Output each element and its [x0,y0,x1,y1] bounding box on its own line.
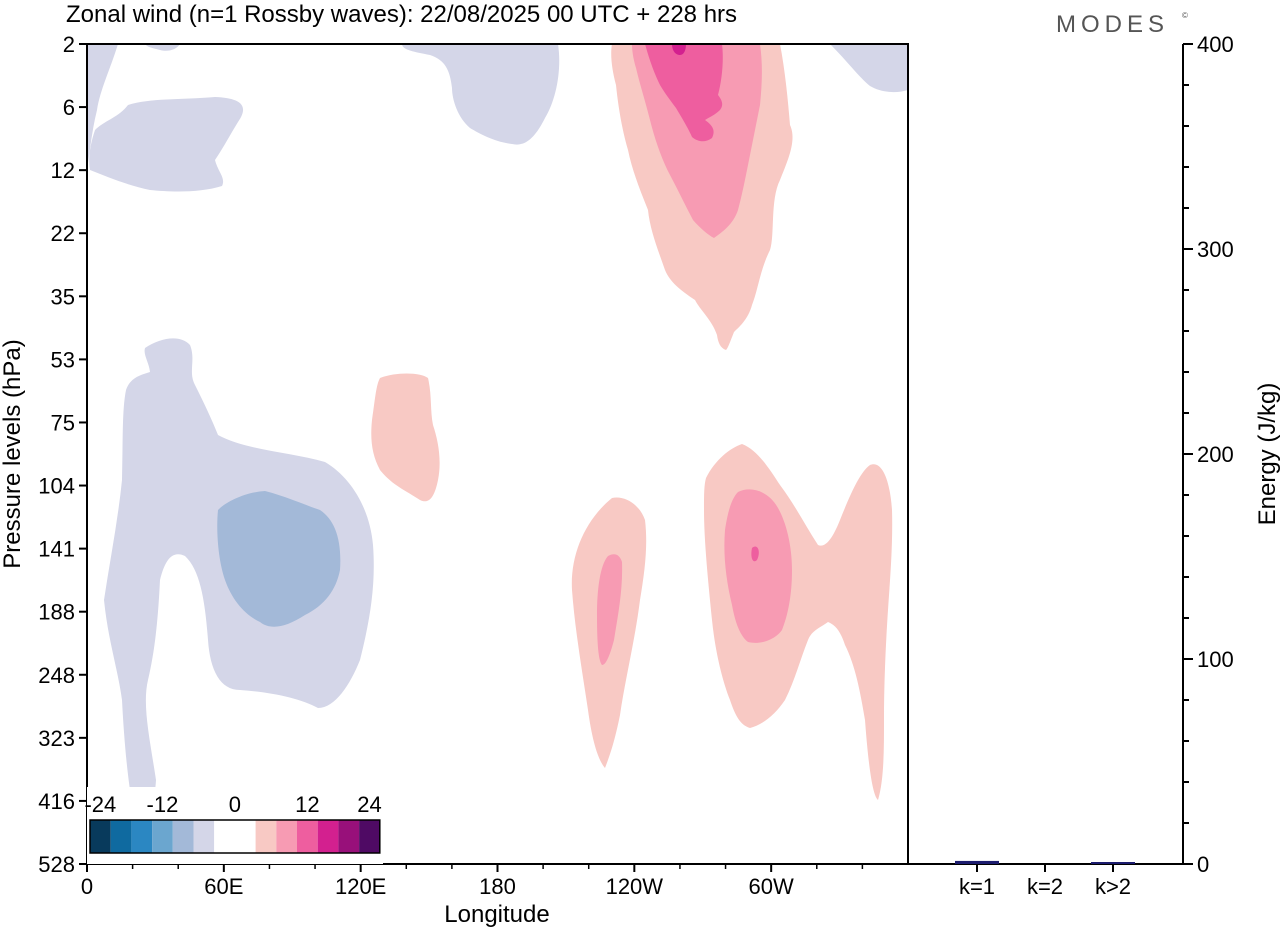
pressure-tick-label: 35 [51,284,75,309]
contour-pos-darker-top [672,44,686,55]
energy-tick-label: 400 [1197,32,1234,57]
logo-mark: © [1182,11,1188,20]
pressure-tick-label: 2 [63,32,75,57]
pressure-tick-label: 104 [38,474,75,499]
pressure-tick-label: 22 [51,221,75,246]
energy-category-label: k>2 [1095,874,1131,899]
longitude-tick-label: 120E [335,874,386,899]
logo-text: MODES [1056,11,1169,38]
energy-tick-label: 100 [1197,647,1234,672]
pressure-tick-label: 323 [38,726,75,751]
colorbar-cell [317,820,339,853]
colorbar-cell [152,820,173,853]
energy-axis: 0 100 200 300 400 [1183,32,1234,877]
energy-bars [955,860,1135,864]
colorbar-label: -12 [147,792,179,817]
longitude-tick-label: 0 [81,874,93,899]
energy-axis-label: Energy (J/kg) [1254,383,1280,526]
contour-pos-light-left-blob [371,373,440,502]
pressure-tick-label: 528 [38,852,75,877]
contour-neg-mid-blob [217,491,341,627]
energy-category-label: k=1 [959,874,995,899]
colorbar: -24 -12 0 12 24 [84,787,383,864]
contour-panel [86,43,909,865]
pressure-tick-label: 53 [51,347,75,372]
pressure-tick-label: 12 [51,158,75,183]
pressure-tick-label: 248 [38,663,75,688]
colorbar-cell [131,820,153,853]
energy-category-label: k=2 [1027,874,1063,899]
modes-logo: MODES © [1056,11,1188,38]
energy-tick-label: 200 [1197,442,1234,467]
pressure-tick-label: 416 [38,789,75,814]
pressure-tick-label: 188 [38,600,75,625]
contour-neg-light-upper-left [87,44,118,170]
colorbar-frame [89,819,381,854]
longitude-axis: 0 60E 120E 180 120W 60W [81,864,864,899]
contour-neg-light-top-left-band [145,44,180,51]
colorbar-cell [234,820,256,853]
colorbar-label: 24 [357,792,381,817]
contour-neg-light-top-right [830,44,908,93]
contour-pos-mid-top-plume [632,44,762,238]
longitude-tick-label: 60W [749,874,794,899]
contour-pos-strong-dot [751,546,759,562]
colorbar-cell [255,820,277,853]
colorbar-label: 12 [295,792,319,817]
colorbar-label: 0 [229,792,241,817]
contour-pos-mid-right-blob [724,489,792,643]
colorbar-cell [214,820,235,853]
colorbar-cell [193,820,215,853]
longitude-axis-label: Longitude [444,901,549,928]
chart-title: Zonal wind (n=1 Rossby waves): 22/08/202… [66,1,737,28]
longitude-tick-label: 120W [606,874,664,899]
pressure-tick-label: 141 [38,537,75,562]
energy-panel: 0 100 200 300 400 k=1 k=2 k>2 Energy (J/kg) [907,32,1280,899]
longitude-tick-label: 60E [204,874,243,899]
energy-tick-label: 0 [1197,852,1209,877]
energy-tick-label: 300 [1197,237,1234,262]
energy-bar [1091,862,1135,864]
colorbar-cell [297,820,318,853]
colorbar-cell [110,820,132,853]
energy-categories: k=1 k=2 k>2 [959,864,1131,899]
contour-pos-mid-small-blob [597,554,623,665]
colorbar-cell [338,820,360,853]
longitude-tick-label: 180 [479,874,516,899]
contour-pos-light-right-blob [704,444,893,800]
pressure-tick-label: 75 [51,410,75,435]
contour-neg-light-left-strip [89,97,244,192]
pressure-axis-label: Pressure levels (hPa) [0,339,26,568]
colorbar-cell [359,820,380,853]
pressure-axis: 2 6 12 22 35 53 75 104 141 188 248 323 416 528 [38,32,87,877]
colorbar-cell [172,820,194,853]
colorbar-label: -24 [84,792,116,817]
colorbar-cell [90,820,111,853]
pressure-tick-label: 6 [63,95,75,120]
contour-pos-strong-top [645,44,723,142]
energy-bar [955,860,999,864]
contour-neg-light-top-mid [402,44,560,145]
colorbar-cell [276,820,297,853]
